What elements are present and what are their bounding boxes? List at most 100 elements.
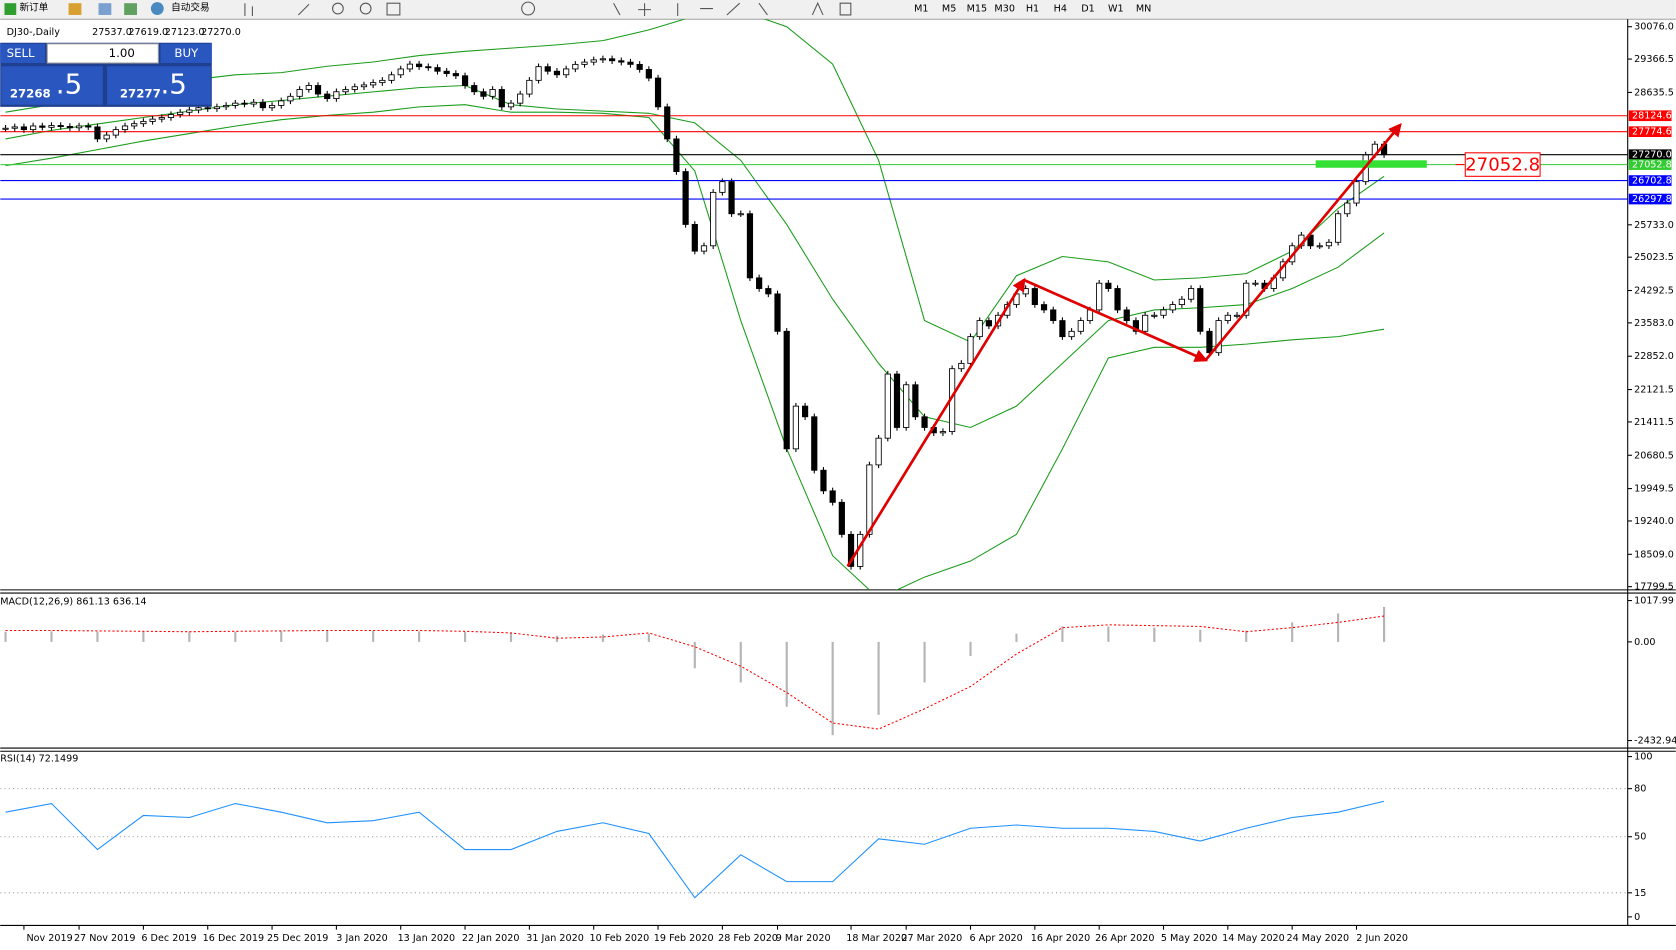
candle — [204, 107, 211, 110]
candle — [553, 70, 561, 76]
candle — [112, 129, 119, 136]
candle — [480, 91, 487, 97]
sell-button[interactable] — [0, 43, 46, 64]
timeframe-button[interactable]: M1 — [914, 4, 928, 15]
y-tick-label: 0 — [1634, 912, 1640, 923]
bid-box[interactable] — [1, 66, 103, 105]
tool-icon[interactable] — [244, 3, 310, 17]
draw-tool[interactable] — [613, 1, 852, 17]
toolbar-icon[interactable] — [68, 3, 82, 15]
x-tick-label: 16 Dec 2019 — [203, 933, 264, 944]
buy-button[interactable] — [160, 43, 212, 64]
candle — [811, 416, 818, 471]
lot-input[interactable] — [46, 43, 159, 64]
candle — [507, 102, 515, 108]
candle — [774, 293, 781, 332]
sell-label[interactable]: SELL — [7, 46, 35, 60]
candle — [1086, 309, 1094, 322]
new-order-button[interactable]: 新订单 — [19, 1, 48, 13]
candle — [875, 437, 882, 466]
candle — [1344, 202, 1351, 215]
candle — [719, 181, 726, 193]
candle — [370, 82, 377, 86]
candle — [131, 123, 138, 127]
rsi-line — [5, 800, 1385, 899]
candle — [250, 101, 257, 105]
toolbar-icon[interactable] — [124, 3, 137, 15]
candle — [167, 114, 175, 118]
timeframe-button[interactable]: H4 — [1054, 4, 1067, 15]
rsi-title: RSI(14) 72.1499 — [0, 754, 78, 765]
bid-pips[interactable]: .5 — [56, 67, 83, 100]
price-level-tag — [1628, 175, 1672, 186]
y-tick-label: 25023.5 — [1634, 252, 1674, 263]
macd-title: MACD(12,26,9) 861.13 636.14 — [0, 597, 146, 608]
macd-bar — [555, 635, 559, 642]
lot-value[interactable]: 1.00 — [109, 46, 135, 60]
y-tick-label: 23583.0 — [1634, 318, 1674, 329]
ask-pips[interactable]: .5 — [160, 67, 186, 100]
toolbar-icon[interactable] — [98, 3, 112, 15]
timeframe-button[interactable]: MN — [1136, 4, 1151, 15]
macd-bar — [1061, 626, 1064, 642]
x-tick-label: 22 Jan 2020 — [462, 933, 520, 944]
x-tick-label: 28 Feb 2020 — [718, 933, 778, 944]
x-tick-label: Nov 2019 — [26, 933, 72, 944]
x-tick-label: 2 Jun 2020 — [1356, 933, 1408, 944]
zoom-out[interactable] — [359, 2, 372, 15]
candle — [1160, 309, 1167, 316]
candle — [1215, 320, 1222, 354]
timeframe-button[interactable]: M30 — [994, 4, 1015, 15]
price-level-label: 27774.6 — [1632, 127, 1672, 138]
timeframe-button[interactable]: H1 — [1026, 4, 1039, 15]
candle — [618, 60, 625, 63]
autotrade-button[interactable]: 自动交易 — [171, 1, 209, 13]
candle — [11, 126, 18, 129]
candle — [1325, 241, 1333, 247]
candle — [765, 288, 772, 295]
y-tick-label: 29366.5 — [1634, 54, 1674, 65]
autotrade-icon[interactable] — [150, 2, 164, 15]
candle — [314, 85, 322, 95]
period-icon[interactable] — [521, 1, 536, 16]
candle — [636, 63, 643, 70]
candle — [296, 89, 303, 97]
tile-icon[interactable] — [386, 2, 401, 16]
bollinger-middle — [5, 84, 1385, 429]
candle — [581, 61, 588, 65]
bid-price[interactable]: 27268 — [10, 87, 51, 101]
y-tick-label: 30076.0 — [1634, 22, 1674, 33]
price-level-tag — [1628, 110, 1672, 122]
ask-price[interactable]: 27277 — [120, 87, 161, 101]
new-order-icon[interactable] — [4, 3, 17, 15]
timeframe-button[interactable]: M5 — [942, 4, 956, 15]
timeframe-button[interactable]: M15 — [967, 4, 988, 15]
candle — [792, 405, 799, 450]
ask-box[interactable] — [107, 66, 211, 105]
candle — [177, 111, 184, 115]
y-tick-label: 22852.0 — [1634, 351, 1674, 362]
candle — [333, 91, 340, 100]
timeframe-button[interactable]: D1 — [1081, 4, 1095, 15]
buy-label[interactable]: BUY — [174, 46, 199, 60]
candle — [700, 245, 708, 252]
candle — [498, 89, 505, 108]
trend-arrow — [846, 277, 1026, 568]
candle — [471, 85, 478, 93]
bollinger-lower — [5, 104, 1385, 590]
timeframe-button[interactable]: W1 — [1108, 4, 1124, 15]
candle — [425, 66, 432, 69]
candle — [1040, 304, 1048, 311]
candle — [976, 320, 983, 338]
macd-bar — [969, 641, 972, 657]
macd-bar — [1107, 626, 1110, 642]
x-tick-label: 9 Mar 2020 — [776, 933, 831, 944]
macd-bar — [372, 630, 375, 642]
candle — [241, 102, 248, 105]
one-click-trading: SELL 1.00 BUY 27268 .5 27277 .5 — [0, 42, 212, 107]
candle — [627, 61, 634, 65]
zoom-in[interactable] — [332, 2, 344, 15]
x-tick-label: 14 May 2020 — [1222, 933, 1285, 944]
candle — [1068, 330, 1075, 338]
